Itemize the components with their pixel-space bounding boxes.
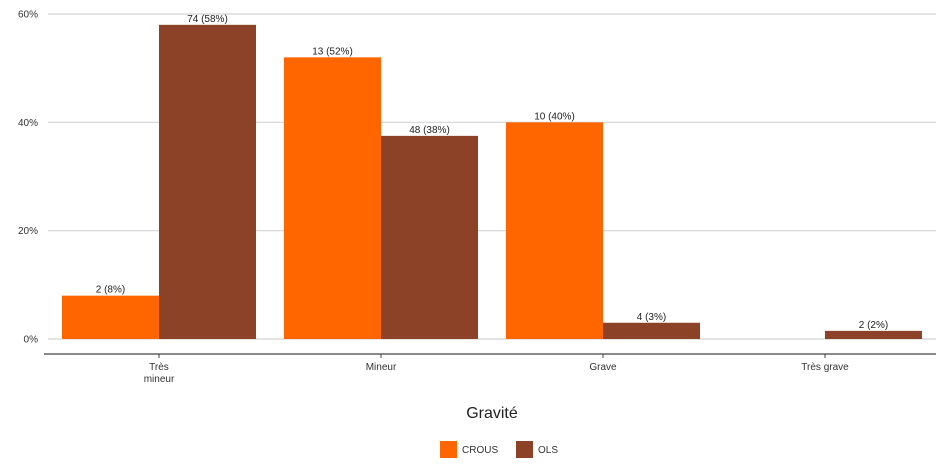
legend-label: CROUS [462,445,498,456]
bar-labels: 2 (8%) 13 (52%) 10 (40%) 74 (58%) 48 (38%) 4 … [96,14,888,331]
bar-crous-2 [506,122,603,339]
bar-crous-0 [62,295,159,339]
y-tick-label: 40% [18,118,38,129]
x-tick-label: Grave [589,362,617,373]
bar-value-label: 10 (40%) [534,111,575,122]
bar-value-label: 4 (3%) [637,312,666,323]
legend-swatch-ols [516,441,533,458]
y-axis: 0% 20% 40% 60% [18,10,38,346]
x-axis-title: Gravité [466,405,518,422]
y-tick-label: 20% [18,226,38,237]
bar-value-label: 74 (58%) [187,14,228,25]
bar-crous-1 [284,57,381,339]
y-tick-label: 0% [24,335,39,346]
x-tick-label: mineur [144,374,175,385]
legend-label: OLS [538,445,558,456]
bar-ols-3 [825,330,922,339]
x-tick-label: Très grave [801,362,849,373]
legend: CROUS OLS [440,441,558,458]
bar-value-label: 2 (2%) [859,320,888,331]
legend-swatch-crous [440,441,457,458]
bar-value-label: 48 (38%) [409,125,450,136]
x-tick-label: Très [149,362,169,373]
bar-ols-2 [603,322,700,339]
bars [62,24,922,339]
bar-ols-0 [159,24,256,339]
y-tick-label: 60% [18,10,38,21]
x-tick-label: Mineur [366,362,397,373]
bar-value-label: 13 (52%) [312,46,353,57]
bar-ols-1 [381,135,478,339]
bar-value-label: 2 (8%) [96,285,125,296]
